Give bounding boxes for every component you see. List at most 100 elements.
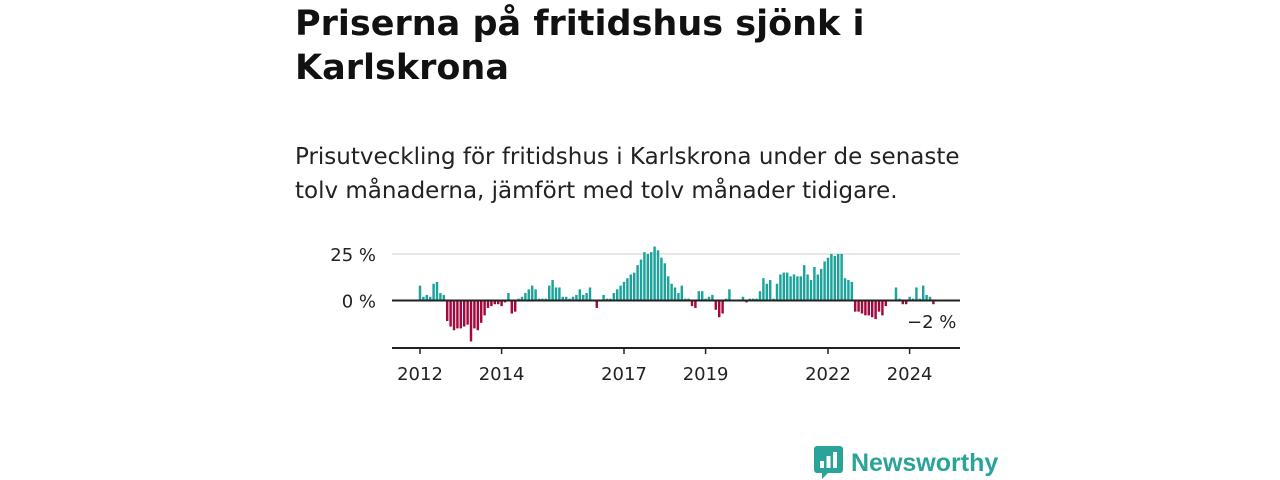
chart-subtitle: Prisutveckling för fritidshus i Karlskro…	[295, 144, 960, 204]
bar	[496, 300, 500, 305]
bar	[782, 272, 786, 301]
bar	[432, 283, 435, 301]
newsworthy-logo-icon	[814, 446, 843, 479]
bar	[823, 261, 826, 301]
bar	[656, 250, 660, 301]
x-tick-label: 2022	[805, 364, 851, 385]
bar	[632, 272, 636, 301]
bar	[867, 300, 871, 316]
bar	[741, 296, 745, 301]
bar	[874, 300, 877, 320]
bar	[894, 287, 898, 301]
bar	[513, 300, 517, 312]
bar	[847, 280, 850, 301]
bar	[466, 300, 469, 325]
bar	[564, 296, 568, 301]
bar	[646, 254, 650, 301]
bar	[493, 300, 497, 305]
y-tick-label: 25 %	[330, 245, 376, 266]
bar	[626, 278, 629, 301]
bar	[717, 300, 721, 318]
bar	[561, 296, 565, 301]
bar	[792, 274, 796, 301]
bar	[721, 300, 724, 314]
x-tick-label: 2017	[601, 364, 647, 385]
bar	[459, 300, 463, 329]
bar	[629, 274, 633, 301]
bar	[813, 267, 816, 301]
bar	[806, 274, 809, 301]
bar	[833, 255, 837, 301]
bar	[425, 294, 429, 301]
bar	[422, 296, 425, 301]
axis-layer	[392, 299, 960, 354]
bar	[809, 280, 813, 301]
y-tick-label: 0 %	[342, 292, 376, 313]
bar	[860, 300, 864, 314]
bar	[615, 289, 619, 301]
bar	[530, 285, 534, 301]
bar	[500, 300, 503, 307]
bar	[510, 300, 514, 314]
bar	[558, 287, 561, 301]
bar	[677, 293, 680, 301]
bar	[728, 289, 731, 301]
bar	[884, 300, 888, 307]
bar	[904, 300, 908, 305]
bar	[636, 265, 639, 301]
bar	[445, 300, 449, 321]
bar	[479, 300, 483, 323]
bar	[547, 285, 551, 301]
bar	[673, 287, 677, 301]
bar	[843, 278, 847, 301]
bar	[758, 291, 762, 301]
bar	[649, 252, 653, 301]
bar	[428, 296, 432, 301]
x-tick-label: 2019	[683, 364, 729, 385]
bar	[462, 300, 466, 327]
bar	[585, 293, 588, 301]
bar	[928, 296, 932, 301]
bar	[435, 281, 439, 301]
bar	[775, 283, 779, 301]
bar	[694, 300, 697, 308]
bar	[527, 289, 531, 301]
bar	[697, 291, 701, 301]
bar	[456, 300, 459, 329]
bar	[864, 300, 867, 316]
bar	[524, 293, 527, 301]
bar	[680, 285, 684, 301]
bar	[881, 300, 884, 316]
bar	[602, 294, 605, 301]
bar	[473, 300, 476, 329]
bar	[779, 274, 782, 301]
bar	[476, 300, 480, 331]
bar	[595, 300, 599, 308]
x-tick-label: 2012	[397, 364, 443, 385]
bar	[483, 300, 486, 316]
bar	[908, 296, 911, 301]
bar	[666, 276, 670, 301]
bar	[850, 281, 854, 301]
bar	[469, 300, 473, 342]
bar	[714, 300, 718, 310]
bar	[571, 296, 575, 301]
bar	[830, 254, 833, 301]
bar	[700, 291, 704, 301]
bar	[660, 257, 663, 301]
bar	[877, 300, 881, 312]
bar	[925, 294, 928, 301]
bar	[901, 300, 905, 305]
bar	[452, 300, 456, 331]
bar	[418, 285, 422, 301]
chart-title: Priserna på fritidshus sjönk i Karlskron…	[295, 4, 865, 88]
bar	[439, 293, 442, 301]
bar	[534, 289, 537, 301]
bar	[619, 285, 622, 301]
bar	[653, 246, 656, 301]
bar	[870, 300, 874, 318]
bar	[643, 252, 646, 301]
bar	[588, 287, 592, 301]
bar	[816, 274, 820, 301]
bar	[836, 254, 840, 301]
